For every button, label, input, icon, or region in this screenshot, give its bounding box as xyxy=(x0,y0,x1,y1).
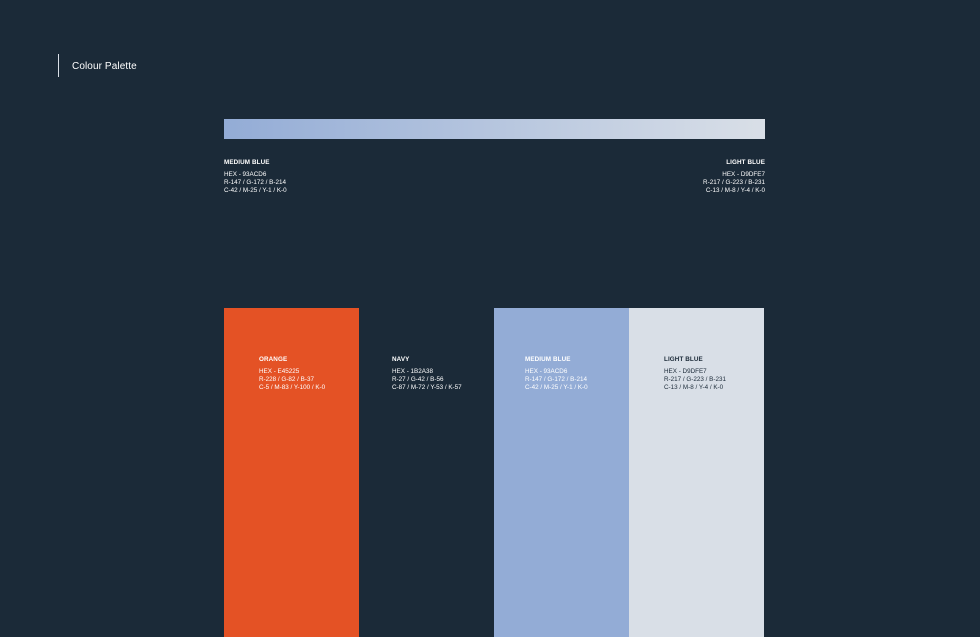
color-cmyk: C-5 / M-83 / Y-100 / K-0 xyxy=(259,384,326,391)
gradient-start-label: MEDIUM BLUE HEX - 93ACD6 R-147 / G-172 /… xyxy=(224,159,287,195)
color-name: MEDIUM BLUE xyxy=(224,159,270,166)
gradient-end-label: LIGHT BLUE HEX - D9DFE7 R-217 / G-223 / … xyxy=(703,159,765,195)
color-cmyk: C-42 / M-25 / Y-1 / K-0 xyxy=(525,384,588,391)
color-name: MEDIUM BLUE xyxy=(525,356,571,363)
color-hex: HEX - D9DFE7 xyxy=(722,171,765,178)
color-name: LIGHT BLUE xyxy=(726,159,765,166)
color-name: NAVY xyxy=(392,356,410,363)
color-hex: HEX - 93ACD6 xyxy=(525,368,568,375)
swatch-info: NAVY HEX - 1B2A38 R-27 / G-42 / B-56 C-8… xyxy=(392,356,462,392)
color-rgb: R-228 / G-82 / B-37 xyxy=(259,376,314,383)
color-hex: HEX - 1B2A38 xyxy=(392,368,433,375)
swatch-orange: ORANGE HEX - E45225 R-228 / G-82 / B-37 … xyxy=(224,308,359,637)
swatch-navy: NAVY HEX - 1B2A38 R-27 / G-42 / B-56 C-8… xyxy=(359,308,494,637)
swatch-medium-blue: MEDIUM BLUE HEX - 93ACD6 R-147 / G-172 /… xyxy=(494,308,629,637)
color-rgb: R-147 / G-172 / B-214 xyxy=(224,179,286,186)
title-divider xyxy=(58,54,59,77)
color-cmyk: C-87 / M-72 / Y-53 / K-57 xyxy=(392,384,462,391)
swatch-info: MEDIUM BLUE HEX - 93ACD6 R-147 / G-172 /… xyxy=(525,356,588,392)
color-rgb: R-217 / G-223 / B-231 xyxy=(703,179,765,186)
gradient-bar xyxy=(224,119,765,139)
color-rgb: R-217 / G-223 / B-231 xyxy=(664,376,726,383)
color-cmyk: C-42 / M-25 / Y-1 / K-0 xyxy=(224,187,287,194)
color-name: LIGHT BLUE xyxy=(664,356,703,363)
color-cmyk: C-13 / M-8 / Y-4 / K-0 xyxy=(664,384,724,391)
swatch-info: ORANGE HEX - E45225 R-228 / G-82 / B-37 … xyxy=(259,356,325,392)
color-cmyk: C-13 / M-8 / Y-4 / K-0 xyxy=(705,187,765,194)
color-rgb: R-147 / G-172 / B-214 xyxy=(525,376,587,383)
swatch-info: LIGHT BLUE HEX - D9DFE7 R-217 / G-223 / … xyxy=(664,356,726,392)
swatch-light-blue: LIGHT BLUE HEX - D9DFE7 R-217 / G-223 / … xyxy=(629,308,764,637)
color-name: ORANGE xyxy=(259,356,288,363)
color-rgb: R-27 / G-42 / B-56 xyxy=(392,376,444,383)
color-hex: HEX - 93ACD6 xyxy=(224,171,267,178)
color-hex: HEX - E45225 xyxy=(259,368,300,375)
color-hex: HEX - D9DFE7 xyxy=(664,368,707,375)
page-title: Colour Palette xyxy=(72,61,137,72)
